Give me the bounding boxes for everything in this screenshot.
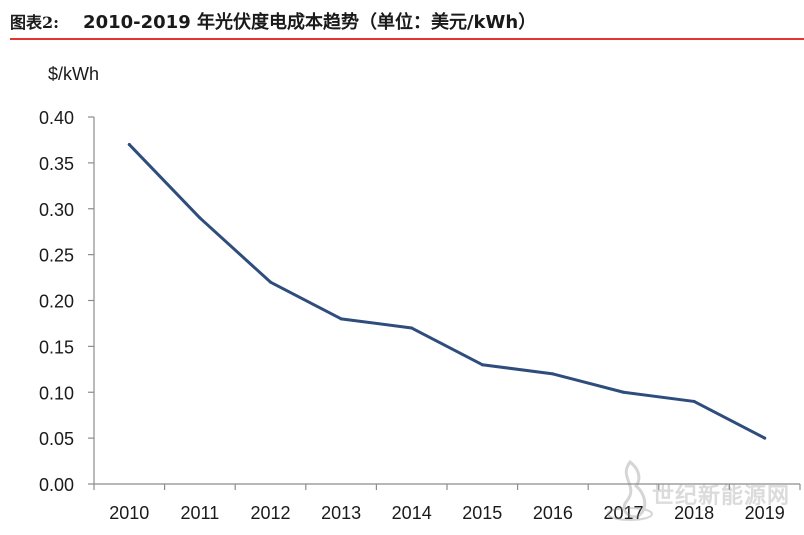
x-tick-label: 2019	[745, 503, 785, 523]
data-point	[339, 317, 343, 321]
watermark-text: 世纪新能源网	[652, 484, 791, 509]
data-point	[763, 436, 767, 440]
data-point	[551, 372, 555, 376]
x-tick-label: 2017	[603, 503, 643, 523]
watermark: 世纪新能源网	[600, 456, 800, 526]
x-tick-label: 2018	[674, 503, 714, 523]
y-axis-ticks: 0.00 0.05 0.10 0.15 0.20 0.25 0.30 0.35 0.40	[39, 108, 94, 495]
chart-axes	[93, 117, 800, 485]
y-axis-unit-label: $/kWh	[48, 64, 100, 84]
figure-title-row: 图表2: 2010-2019 年光伏度电成本趋势（单位：美元/kWh）	[10, 6, 800, 36]
x-tick-label: 2016	[533, 503, 573, 523]
y-tick-label: 0.05	[39, 429, 74, 449]
data-point	[410, 326, 414, 330]
y-tick-label: 0.15	[39, 337, 74, 357]
data-point	[269, 280, 272, 284]
x-axis-ticks: 2010 2011 2012 2013 2014 2015 2016 2017 2018 2019	[93, 484, 801, 523]
data-point	[692, 399, 696, 403]
x-tick-label: 2013	[321, 503, 361, 523]
y-tick-label: 0.10	[39, 383, 74, 403]
x-tick-label: 2012	[250, 503, 290, 523]
y-tick-label: 0.35	[39, 154, 74, 174]
data-point	[622, 390, 625, 394]
y-tick-label: 0.00	[39, 475, 74, 495]
data-point	[127, 143, 131, 147]
chart-series	[127, 143, 767, 440]
figure-title: 2010-2019 年光伏度电成本趋势（单位：美元/kWh）	[83, 12, 537, 33]
x-tick-label: 2015	[462, 503, 502, 523]
y-tick-label: 0.25	[39, 246, 74, 266]
x-tick-label: 2011	[181, 503, 220, 523]
figure-label: 图表2:	[10, 13, 60, 32]
y-tick-label: 0.30	[39, 200, 74, 220]
y-tick-label: 0.20	[39, 292, 74, 312]
data-point	[480, 363, 484, 367]
series-line	[127, 143, 767, 440]
x-tick-label: 2014	[392, 503, 432, 523]
title-divider	[10, 38, 804, 40]
flame-logo-icon	[607, 459, 653, 521]
data-point	[198, 216, 202, 220]
y-tick-label: 0.40	[39, 108, 74, 128]
x-tick-label: 2010	[109, 503, 149, 523]
